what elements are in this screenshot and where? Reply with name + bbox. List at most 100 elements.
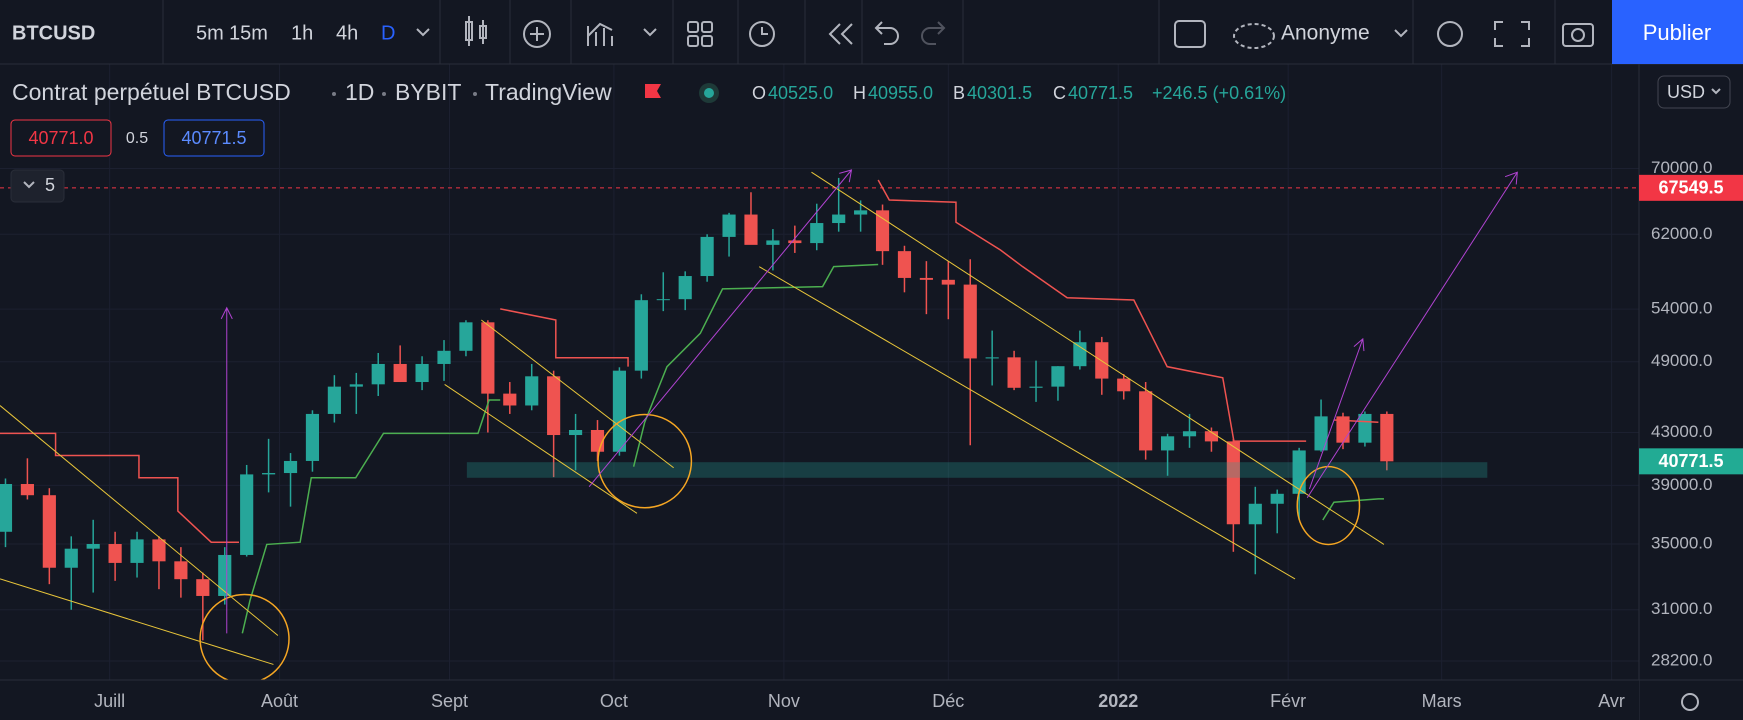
indicators-count[interactable]: 5 <box>45 175 55 195</box>
candle-body <box>1226 441 1240 525</box>
chart-type-icon[interactable] <box>465 16 487 46</box>
candle-body <box>218 554 232 596</box>
candle-body <box>700 236 714 277</box>
candle-body <box>832 214 846 224</box>
expand-button[interactable] <box>1494 21 1530 47</box>
buy-button[interactable] <box>163 119 265 157</box>
cloud-icon[interactable] <box>1233 23 1275 49</box>
x-tick-label: Nov <box>768 691 800 711</box>
legend-change: +246.5 (+0.61%) <box>1152 83 1286 103</box>
snapshot-button[interactable] <box>1562 23 1594 47</box>
indicators-icon[interactable] <box>523 20 551 48</box>
legend-interval: 1D <box>345 79 374 105</box>
trend-line <box>445 384 637 513</box>
interval-dropdown[interactable] <box>416 28 430 37</box>
dot <box>473 92 477 96</box>
projection-arrow <box>1309 339 1363 489</box>
fullscreen-toggle[interactable] <box>1174 20 1206 48</box>
collapse-icon[interactable] <box>23 181 35 189</box>
interval-button[interactable]: 4h <box>336 22 358 44</box>
replay-icon[interactable] <box>828 23 853 45</box>
projection-arrow <box>221 308 232 634</box>
legend-exchange: BYBIT <box>395 79 461 105</box>
candle-body <box>919 277 933 280</box>
candle-body <box>437 350 451 364</box>
spread: 0.5 <box>126 130 148 147</box>
buy-price[interactable]: 40771.5 <box>181 128 246 148</box>
time-axis <box>0 680 1639 720</box>
candle-body <box>744 214 758 245</box>
legend-title: Contrat perpétuel BTCUSD <box>12 79 291 105</box>
x-tick-label: Déc <box>932 691 964 711</box>
alert-icon[interactable] <box>749 21 775 47</box>
candle-body <box>810 223 824 244</box>
x-tick-label: Juill <box>94 691 125 711</box>
drawings <box>0 170 1517 683</box>
candle-body <box>1029 386 1043 388</box>
ohlc-label: H <box>853 83 866 103</box>
symbol[interactable]: BTCUSD <box>12 22 95 44</box>
candle-body <box>525 376 539 406</box>
candle-body <box>678 276 692 300</box>
axis-layer: 70000.0 62000.0 54000.0 49000.0 43000.0 39000… <box>94 158 1743 711</box>
candle-body <box>1007 357 1021 388</box>
intervals: 5m 15m 1h 4h D <box>196 22 395 44</box>
trend-line <box>0 579 273 665</box>
y-tick-label: 28200.0 <box>1651 651 1712 670</box>
ohlc-label: O <box>752 83 766 103</box>
user-name[interactable]: Anonyme <box>1281 22 1370 45</box>
settings-button[interactable] <box>1437 21 1463 47</box>
candle-body <box>0 484 13 532</box>
interval-button[interactable]: 1h <box>291 22 313 44</box>
candle-body <box>612 370 626 452</box>
publish-label[interactable]: Publier <box>1643 20 1711 45</box>
interval-button[interactable]: 5m <box>196 22 224 44</box>
candle-body <box>1051 366 1065 387</box>
currency[interactable]: USD <box>1667 82 1705 102</box>
interval-button[interactable]: D <box>381 22 395 44</box>
currency-selector[interactable] <box>1657 75 1731 109</box>
candle-body <box>788 240 802 244</box>
indicators-toggle[interactable] <box>10 169 65 203</box>
candle-body <box>1336 416 1350 443</box>
settings-icon[interactable] <box>1681 693 1699 711</box>
currency-dropdown[interactable] <box>1711 88 1721 95</box>
candle-body <box>240 474 254 555</box>
candle-body <box>64 548 78 568</box>
interval-button[interactable]: 15m <box>229 22 268 44</box>
sell-button[interactable] <box>10 119 112 157</box>
candle-body <box>459 322 473 351</box>
sell-price[interactable]: 40771.0 <box>28 128 93 148</box>
trend-line <box>811 172 1383 544</box>
candle-body <box>283 460 298 474</box>
candle-body <box>305 413 320 461</box>
candle-body <box>481 322 495 394</box>
flag-icon[interactable] <box>645 84 661 98</box>
candle-body <box>1248 503 1262 525</box>
x-tick-label: Févr <box>1270 691 1306 711</box>
x-tick-label: Mars <box>1422 691 1462 711</box>
undo-icon[interactable] <box>874 21 899 45</box>
layout-icon[interactable] <box>687 21 713 47</box>
toolbar-separators <box>162 0 1556 64</box>
trend-line <box>481 320 673 468</box>
user-dropdown[interactable] <box>1394 29 1408 38</box>
compare-icon[interactable] <box>587 22 657 46</box>
ohlc-value: 40525.0 <box>768 83 833 103</box>
y-tick-label: 54000.0 <box>1651 299 1712 318</box>
publish-button[interactable] <box>1612 0 1743 64</box>
candle-body <box>656 299 670 301</box>
candle-body <box>722 214 736 237</box>
price-line-label-box <box>1639 174 1743 201</box>
candle-body <box>875 210 890 252</box>
dot <box>332 92 336 96</box>
trend-line <box>759 267 1295 579</box>
candle-body <box>1139 391 1153 451</box>
candle-body <box>42 495 56 568</box>
market-status-dot <box>704 88 714 98</box>
candle-body <box>130 539 144 563</box>
candle-body <box>371 363 385 385</box>
candle-body <box>20 484 34 496</box>
dot <box>382 92 386 96</box>
